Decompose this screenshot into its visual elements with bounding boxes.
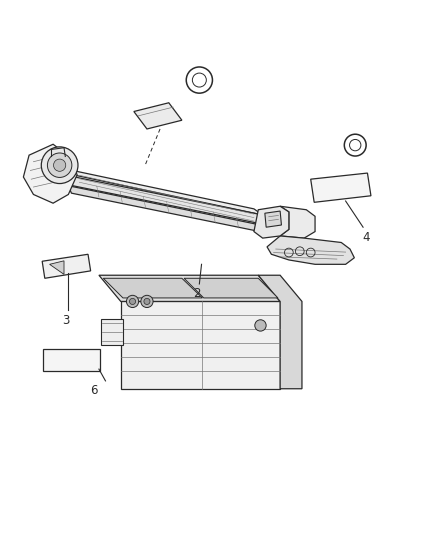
Polygon shape xyxy=(184,278,278,298)
Circle shape xyxy=(53,159,66,171)
Polygon shape xyxy=(254,206,289,238)
Circle shape xyxy=(47,153,72,177)
Circle shape xyxy=(130,298,136,304)
Circle shape xyxy=(141,295,153,308)
Polygon shape xyxy=(103,278,202,298)
Polygon shape xyxy=(134,103,182,129)
Circle shape xyxy=(255,320,266,331)
Text: 4: 4 xyxy=(362,231,370,244)
Polygon shape xyxy=(311,173,371,203)
Polygon shape xyxy=(258,275,302,389)
Text: 3: 3 xyxy=(62,313,69,327)
Polygon shape xyxy=(68,169,263,215)
Polygon shape xyxy=(280,206,315,238)
Polygon shape xyxy=(101,319,123,345)
Polygon shape xyxy=(121,302,280,389)
Polygon shape xyxy=(99,275,280,302)
Circle shape xyxy=(127,295,139,308)
Polygon shape xyxy=(49,261,64,274)
Polygon shape xyxy=(23,144,77,203)
Circle shape xyxy=(41,147,78,183)
Text: 6: 6 xyxy=(90,384,98,398)
Polygon shape xyxy=(68,185,271,234)
Polygon shape xyxy=(267,236,354,264)
Polygon shape xyxy=(68,176,267,225)
Polygon shape xyxy=(42,254,91,278)
Polygon shape xyxy=(43,350,100,372)
Polygon shape xyxy=(265,211,282,227)
Text: 2: 2 xyxy=(193,287,200,300)
Circle shape xyxy=(144,298,150,304)
